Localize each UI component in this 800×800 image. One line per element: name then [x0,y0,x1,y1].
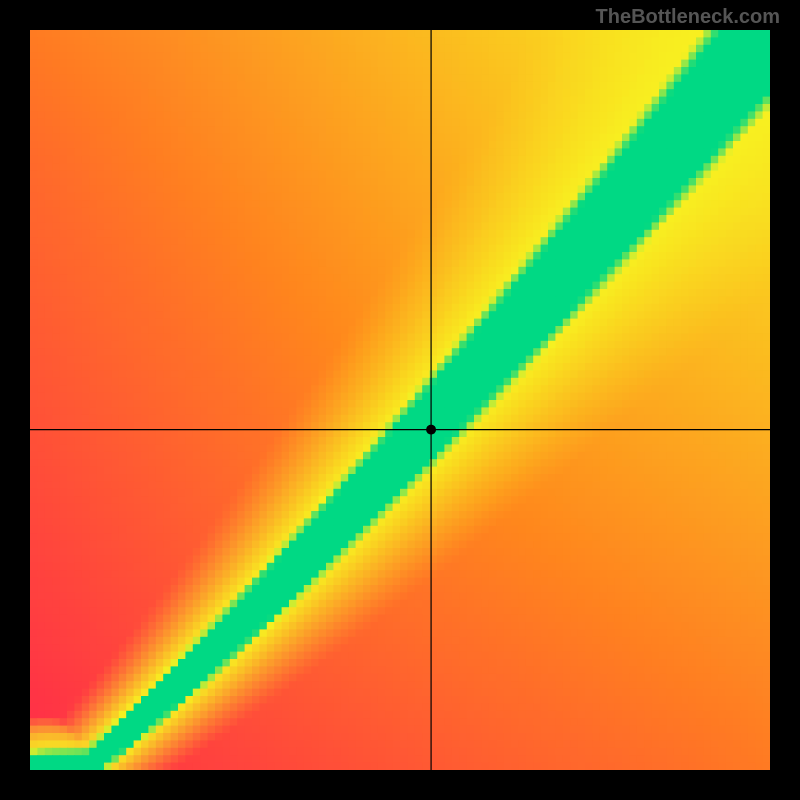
heatmap-canvas [30,30,770,770]
chart-container: TheBottleneck.com [0,0,800,800]
watermark-text: TheBottleneck.com [596,6,780,29]
